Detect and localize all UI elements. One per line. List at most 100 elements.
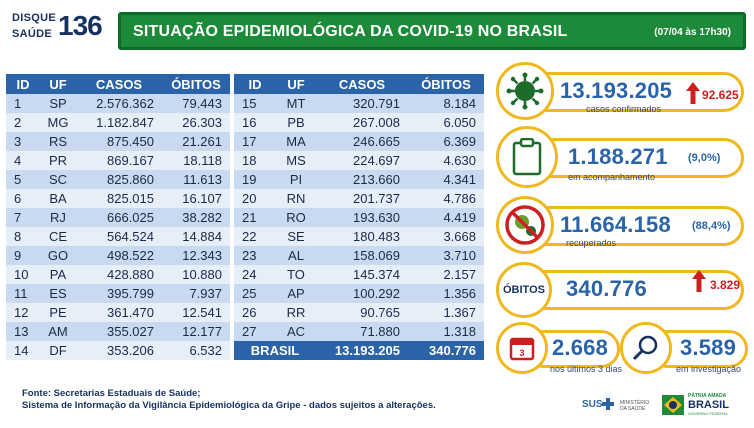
disque-saude-logo: DISQUE SAÚDE 136 (8, 8, 108, 46)
cell-id: 5 (6, 170, 40, 189)
cell-obitos: 8.184 (408, 94, 484, 113)
footer-source: Fonte: Secretarias Estaduais de Saúde; S… (22, 388, 436, 412)
table-row: 12 PE 361.470 12.541 (6, 303, 230, 322)
cell-casos: 564.524 (76, 227, 162, 246)
clipboard-icon (512, 138, 542, 176)
title-bar: SITUAÇÃO EPIDEMIOLÓGICA DA COVID-19 NO B… (118, 12, 746, 50)
deaths-label: ÓBITOS (503, 284, 545, 296)
last3days-value: 2.668 (552, 335, 609, 360)
deaths-delta: 3.829 (710, 278, 741, 292)
table-row: 7 RJ 666.025 38.282 (6, 208, 230, 227)
cell-id: 21 (234, 208, 276, 227)
cell-uf: PR (40, 151, 76, 170)
cell-obitos: 4.786 (408, 189, 484, 208)
table-row: 1 SP 2.576.362 79.443 (6, 94, 230, 113)
investigation-card: 3.589 em investigação (620, 322, 752, 378)
cell-obitos: 21.261 (162, 132, 230, 151)
cell-casos: 246.665 (316, 132, 408, 151)
investigation-caption: em investigação (676, 364, 742, 374)
cell-casos: 825.860 (76, 170, 162, 189)
table-row: 5 SC 825.860 11.613 (6, 170, 230, 189)
col-header-casos: CASOS (76, 74, 162, 94)
cell-casos: 498.522 (76, 246, 162, 265)
cell-casos: 361.470 (76, 303, 162, 322)
cell-id: 23 (234, 246, 276, 265)
table-row: 6 BA 825.015 16.107 (6, 189, 230, 208)
cell-obitos: 6.532 (162, 341, 230, 360)
cell-id: 25 (234, 284, 276, 303)
cell-casos: 193.630 (316, 208, 408, 227)
monitoring-value: 1.188.271 (568, 144, 668, 169)
cell-id: 20 (234, 189, 276, 208)
svg-text:3: 3 (519, 348, 524, 358)
cell-uf: CE (40, 227, 76, 246)
table-row: 18 MS 224.697 4.630 (234, 151, 484, 170)
table-row: 4 PR 869.167 18.118 (6, 151, 230, 170)
cell-uf: RO (276, 208, 316, 227)
sus-logo: SUS (582, 399, 603, 410)
col-header-obitos: ÓBITOS (408, 74, 484, 94)
cell-uf: AC (276, 322, 316, 341)
cell-obitos: 11.613 (162, 170, 230, 189)
governo-federal-text: GOVERNO FEDERAL (688, 411, 729, 416)
brasil-flag-icon (662, 395, 684, 415)
cell-uf: SC (40, 170, 76, 189)
confirmed-value: 13.193.205 (560, 78, 673, 103)
arrow-up-icon (692, 270, 706, 292)
cell-casos: 267.008 (316, 113, 408, 132)
cell-uf: BA (40, 189, 76, 208)
monitoring-card: 1.188.271 (9,0%) em acompanhamento (496, 126, 752, 192)
cell-uf: SP (40, 94, 76, 113)
page-title: SITUAÇÃO EPIDEMIOLÓGICA DA COVID-19 NO B… (133, 23, 568, 40)
col-header-casos: CASOS (316, 74, 408, 94)
cell-id: 6 (6, 189, 40, 208)
last3days-caption: nos últimos 3 dias (550, 364, 623, 374)
total-casos: 13.193.205 (316, 341, 408, 360)
magnifier-icon (632, 335, 658, 361)
recovered-value: 11.664.158 (560, 212, 671, 237)
table-row: 24 TO 145.374 2.157 (234, 265, 484, 284)
cell-uf: TO (276, 265, 316, 284)
investigation-circle (620, 322, 672, 374)
cell-obitos: 4.341 (408, 170, 484, 189)
cell-id: 9 (6, 246, 40, 265)
footer-line2: Sistema de Informação da Vigilância Epid… (22, 400, 436, 411)
cell-casos: 875.450 (76, 132, 162, 151)
table-row: 13 AM 355.027 12.177 (6, 322, 230, 341)
cell-obitos: 7.937 (162, 284, 230, 303)
cell-id: 19 (234, 170, 276, 189)
col-header-id: ID (234, 74, 276, 94)
cell-id: 15 (234, 94, 276, 113)
states-table-left: ID UF CASOS ÓBITOS 1 SP 2.576.362 79.443 2 MG… (6, 74, 230, 360)
cell-uf: MS (276, 151, 316, 170)
deaths-value: 340.776 (566, 276, 647, 301)
cell-obitos: 18.118 (162, 151, 230, 170)
confirmed-pill (526, 72, 744, 112)
confirmed-card: 13.193.205 92.625 casos confirmados (496, 62, 752, 122)
cell-casos: 869.167 (76, 151, 162, 170)
cell-obitos: 26.303 (162, 113, 230, 132)
cell-uf: AP (276, 284, 316, 303)
cell-uf: RJ (40, 208, 76, 227)
monitoring-circle (496, 126, 558, 188)
table-row: 14 DF 353.206 6.532 (6, 341, 230, 360)
cell-uf: MG (40, 113, 76, 132)
confirmed-delta: 92.625 (702, 88, 739, 102)
cell-uf: PE (40, 303, 76, 322)
table-row: 20 RN 201.737 4.786 (234, 189, 484, 208)
col-header-id: ID (6, 74, 40, 94)
calendar-icon: 3 (509, 337, 535, 361)
total-label: BRASIL (234, 341, 316, 360)
cell-casos: 180.483 (316, 227, 408, 246)
table-row: 26 RR 90.765 1.367 (234, 303, 484, 322)
cell-casos: 158.069 (316, 246, 408, 265)
cell-uf: RN (276, 189, 316, 208)
cell-id: 16 (234, 113, 276, 132)
monitoring-pct: (9,0%) (688, 152, 721, 164)
patria-amada-text: PÁTRIA AMADA (688, 393, 727, 399)
table-row: 9 GO 498.522 12.343 (6, 246, 230, 265)
cell-id: 24 (234, 265, 276, 284)
cell-casos: 1.182.847 (76, 113, 162, 132)
cell-id: 22 (234, 227, 276, 246)
cell-obitos: 6.369 (408, 132, 484, 151)
